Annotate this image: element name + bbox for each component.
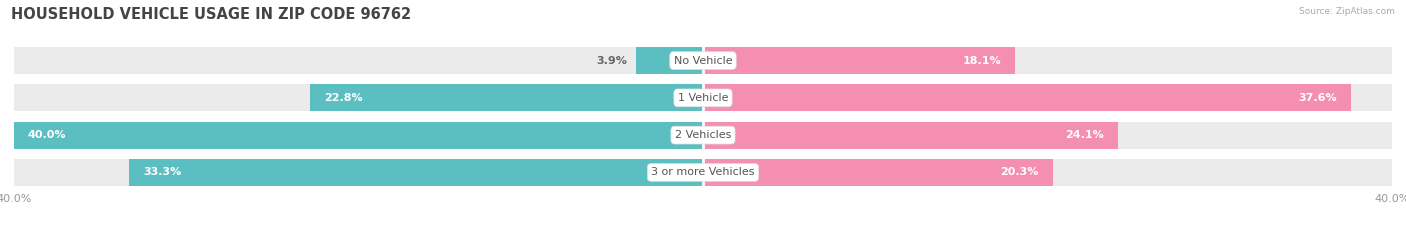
Bar <box>14 122 703 149</box>
Bar <box>703 47 1392 74</box>
Text: 18.1%: 18.1% <box>962 56 1001 65</box>
Text: 1 Vehicle: 1 Vehicle <box>678 93 728 103</box>
Bar <box>703 47 1015 74</box>
Bar <box>703 159 1053 186</box>
Bar <box>14 84 703 111</box>
Text: 3 or more Vehicles: 3 or more Vehicles <box>651 168 755 177</box>
Text: 33.3%: 33.3% <box>143 168 181 177</box>
Text: 3.9%: 3.9% <box>596 56 627 65</box>
Bar <box>14 47 703 74</box>
Bar <box>703 122 1118 149</box>
Text: 37.6%: 37.6% <box>1298 93 1337 103</box>
Bar <box>129 159 703 186</box>
Text: 2 Vehicles: 2 Vehicles <box>675 130 731 140</box>
Bar <box>703 84 1392 111</box>
Text: No Vehicle: No Vehicle <box>673 56 733 65</box>
Bar <box>703 122 1392 149</box>
Bar <box>703 159 1392 186</box>
Text: 40.0%: 40.0% <box>28 130 66 140</box>
Bar <box>311 84 703 111</box>
Bar <box>703 84 1351 111</box>
Bar <box>636 47 703 74</box>
Text: 20.3%: 20.3% <box>1001 168 1039 177</box>
Text: HOUSEHOLD VEHICLE USAGE IN ZIP CODE 96762: HOUSEHOLD VEHICLE USAGE IN ZIP CODE 9676… <box>11 7 412 22</box>
Bar <box>14 122 703 149</box>
Text: 24.1%: 24.1% <box>1066 130 1104 140</box>
Text: 22.8%: 22.8% <box>323 93 363 103</box>
Bar <box>14 159 703 186</box>
Text: Source: ZipAtlas.com: Source: ZipAtlas.com <box>1299 7 1395 16</box>
